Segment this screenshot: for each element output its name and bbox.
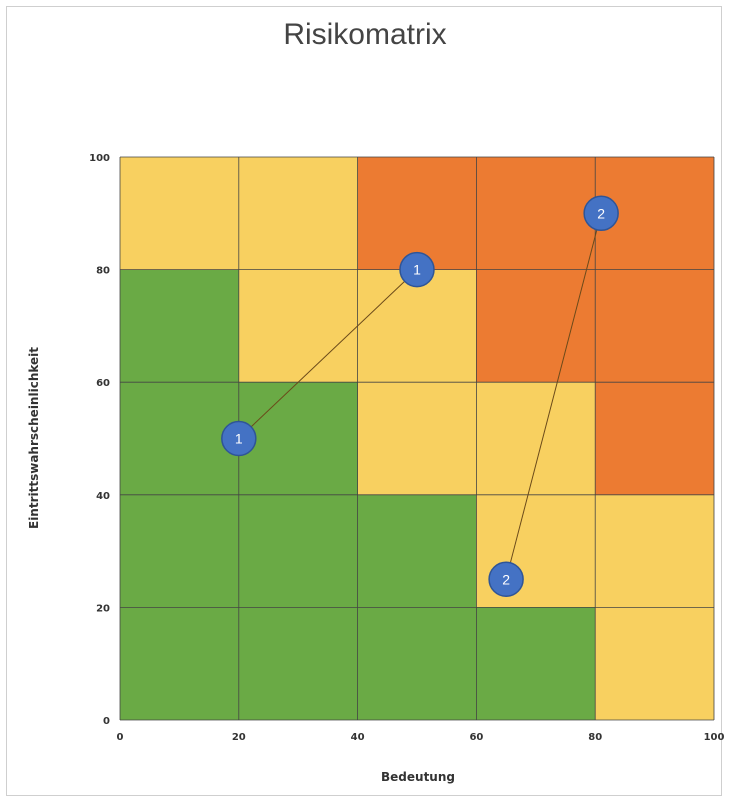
risk-cell-high bbox=[476, 269, 596, 383]
y-tick-label: 0 bbox=[103, 716, 110, 727]
x-tick-label: 100 bbox=[704, 732, 725, 743]
risk-cell-medium bbox=[357, 269, 477, 383]
risk-cell-medium bbox=[357, 382, 477, 495]
risk-cell-medium bbox=[476, 382, 596, 495]
series-line bbox=[238, 269, 418, 439]
risk-cell-low bbox=[120, 607, 239, 720]
y-axis-label: Eintrittswahrscheinlichkeit bbox=[27, 347, 41, 529]
risk-cell-medium bbox=[238, 269, 358, 383]
x-tick-label: 40 bbox=[351, 732, 365, 743]
risk-cell-high bbox=[595, 382, 714, 495]
y-axis-ticks: 0 20 40 60 80 100 bbox=[89, 153, 110, 727]
risk-cell-high bbox=[357, 157, 477, 270]
y-tick-label: 40 bbox=[96, 491, 110, 502]
data-point bbox=[221, 420, 257, 457]
y-tick-label: 100 bbox=[89, 153, 110, 164]
y-tick-label: 60 bbox=[96, 378, 110, 389]
risk-cell-low bbox=[120, 269, 239, 383]
risk-cell-low bbox=[120, 494, 239, 608]
risk-cell-medium bbox=[595, 494, 714, 608]
data-point-label: 2 bbox=[502, 571, 510, 587]
data-point-label: 1 bbox=[413, 262, 421, 278]
chart-title: Risikomatrix bbox=[283, 18, 447, 51]
risk-cell-low bbox=[238, 494, 358, 608]
risk-cell-high bbox=[595, 269, 714, 383]
risk-cell-medium bbox=[595, 607, 714, 720]
grid-lines bbox=[119, 156, 715, 721]
x-tick-label: 60 bbox=[469, 732, 483, 743]
risk-cell-medium bbox=[120, 157, 239, 270]
risk-cell-low bbox=[238, 607, 358, 720]
data-point-label: 1 bbox=[235, 431, 243, 447]
x-axis-label: Bedeutung bbox=[381, 770, 455, 784]
risk-cell-low bbox=[357, 494, 477, 608]
x-axis-ticks: 0 20 40 60 80 100 bbox=[117, 732, 725, 743]
data-point-label: 2 bbox=[597, 205, 605, 221]
data-point bbox=[583, 195, 619, 232]
risk-cell-low bbox=[357, 607, 477, 720]
x-tick-label: 0 bbox=[117, 732, 124, 743]
y-tick-label: 20 bbox=[96, 603, 110, 614]
risk-zones bbox=[120, 157, 714, 720]
risk-cell-high bbox=[476, 157, 596, 270]
risk-cell-low bbox=[476, 607, 596, 720]
data-markers: 1 1 2 2 bbox=[221, 195, 619, 597]
series-line bbox=[505, 213, 602, 580]
risk-cell-low bbox=[238, 382, 358, 495]
data-point bbox=[399, 251, 435, 288]
x-tick-label: 80 bbox=[588, 732, 602, 743]
risk-cell-medium bbox=[238, 157, 358, 270]
x-tick-label: 20 bbox=[232, 732, 246, 743]
y-tick-label: 80 bbox=[96, 266, 110, 277]
series-lines bbox=[238, 213, 602, 580]
risk-cell-low bbox=[120, 382, 239, 495]
data-point bbox=[488, 561, 524, 597]
